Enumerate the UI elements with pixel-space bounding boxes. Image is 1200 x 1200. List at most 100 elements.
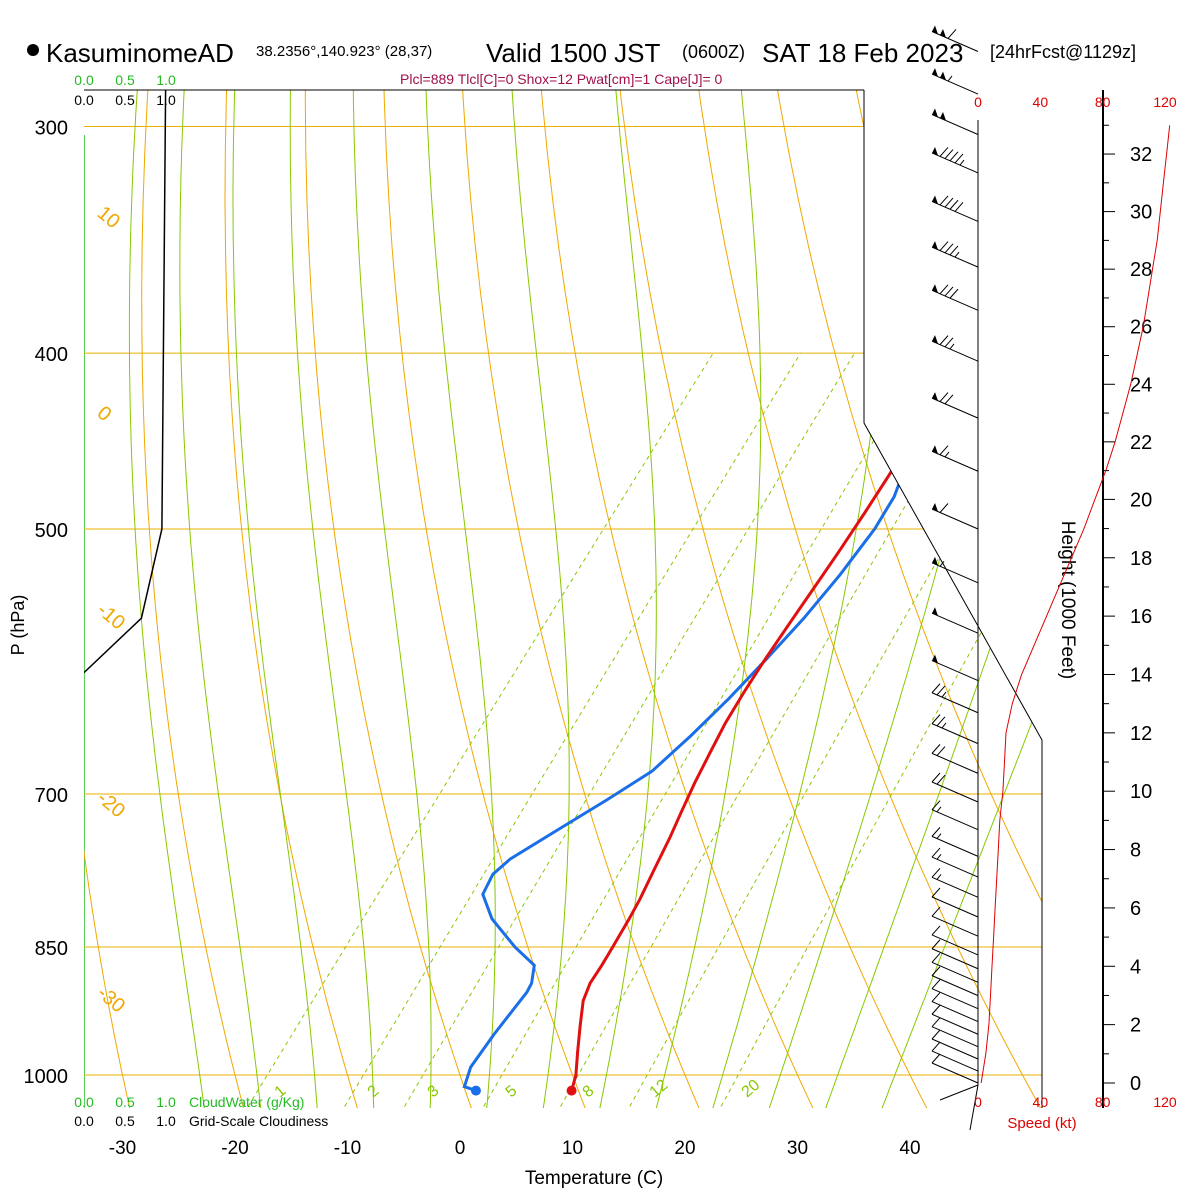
barb-feather <box>931 887 941 898</box>
barb-pennant <box>932 503 938 512</box>
barb-half-feather <box>936 853 942 860</box>
barb-half-feather <box>959 159 965 166</box>
wind-barb <box>931 979 979 1010</box>
wind-barbs <box>931 25 979 1131</box>
barb-feather <box>931 906 941 917</box>
wind-barb <box>931 847 979 878</box>
barb-feather <box>949 151 959 162</box>
cloudiness-scale-top: 1.0 <box>156 92 176 108</box>
barb-feather <box>931 1041 941 1052</box>
dry-adiabat-label: -20 <box>93 787 129 822</box>
barb-feather <box>931 772 941 783</box>
mixing-ratio-label: 8 <box>580 1082 598 1101</box>
dry-adiabat-label: -10 <box>93 599 129 634</box>
temperature-axis: -30 -20 -10 0 10 20 30 40 <box>109 1138 921 1159</box>
dry-adiabat <box>760 90 1042 1108</box>
dry-adiabat <box>684 90 1042 1108</box>
barb-feather <box>949 288 959 299</box>
moist-adiabat <box>506 90 570 1108</box>
barb-feather <box>944 337 954 348</box>
valid-time: Valid 1500 JST <box>486 38 661 68</box>
wind-barb <box>931 827 979 857</box>
barb-feather <box>936 774 946 785</box>
wind-barb <box>931 146 979 174</box>
barb-half-feather <box>936 806 942 813</box>
height-tick-label: 14 <box>1130 664 1152 686</box>
barb-feather <box>954 153 964 164</box>
wind-barb <box>931 108 979 135</box>
barb-surface-tick <box>939 1084 979 1101</box>
barb-staff <box>931 562 979 584</box>
barb-feather <box>931 683 941 694</box>
cloud-water-scale-bottom: 1.0 <box>156 1094 176 1110</box>
moist-adiabat <box>352 90 432 1108</box>
cloudiness-scale-top: 0.5 <box>115 92 135 108</box>
barb-feather <box>944 243 954 254</box>
valid-date: SAT 18 Feb 2023 <box>762 38 963 68</box>
wind-barb <box>931 503 979 530</box>
wind-barb <box>931 556 979 584</box>
barb-half-feather <box>947 75 953 82</box>
barb-pennant <box>940 71 946 81</box>
barb-staff <box>931 114 979 135</box>
barb-staff <box>931 988 979 1010</box>
barb-feather <box>931 800 941 810</box>
barb-feather <box>947 29 957 39</box>
cloud-water-scale-bottom: 0.5 <box>115 1094 135 1110</box>
mixing-ratio-line <box>716 352 1042 1108</box>
wind-barb <box>931 800 979 831</box>
cloudiness-scale-bottom: 0.5 <box>115 1113 135 1129</box>
barb-feather <box>931 992 941 1002</box>
barb-staff <box>931 31 979 52</box>
wind-barb <box>931 654 979 682</box>
moist-adiabat <box>232 90 318 1108</box>
wind-barb <box>931 1017 979 1048</box>
height-tick-label: 20 <box>1130 489 1152 511</box>
barb-feather <box>939 335 949 345</box>
barb-staff <box>931 934 979 956</box>
barb-feather <box>931 952 941 963</box>
wind-barb <box>931 241 979 268</box>
barb-staff <box>931 752 979 774</box>
barb-pennant <box>932 68 938 77</box>
height-tick-label: 26 <box>1130 317 1152 339</box>
plot-border <box>863 90 1043 1108</box>
cloud-water-scale-bottom: 0.0 <box>74 1094 94 1110</box>
wind-barb <box>931 939 979 970</box>
barb-half-feather <box>936 833 942 839</box>
stability-indices: Plcl=889 Tlcl[C]=0 Shox=12 Pwat[cm]=1 Ca… <box>400 71 723 87</box>
barb-half-feather <box>941 722 947 729</box>
barb-staff <box>931 723 979 745</box>
x-axis-label: Temperature (C) <box>525 1168 663 1189</box>
barb-staff <box>931 876 979 898</box>
barb-pennant <box>932 195 938 205</box>
speed-tick-label-bottom: 120 <box>1153 1094 1177 1110</box>
barb-feather <box>931 744 941 754</box>
dry-adiabat <box>912 90 1042 1108</box>
wind-barb <box>931 714 979 745</box>
wind-barb <box>931 952 979 983</box>
barb-staff <box>931 660 979 682</box>
cloud-water-scale-top: 0.5 <box>115 72 135 88</box>
mixing-ratio-label: 2 <box>365 1082 383 1101</box>
speed-tick-label-top: 80 <box>1095 94 1111 110</box>
speed-tick-label-top: 40 <box>1033 94 1049 110</box>
speed-tick-label-top: 120 <box>1153 94 1177 110</box>
barb-staff <box>931 896 979 918</box>
height-tick-label: 10 <box>1130 781 1152 803</box>
dry-adiabat <box>224 90 360 1108</box>
mixing-ratio-line <box>399 352 856 1108</box>
barb-staff <box>931 809 979 831</box>
barb-staff <box>931 1050 979 1072</box>
barb-feather <box>944 394 954 405</box>
wind-barb <box>931 1029 979 1060</box>
temperature-tick-label: -30 <box>109 1138 136 1159</box>
moist-adiabat <box>289 90 375 1108</box>
mixing-ratio-line <box>625 352 1042 1108</box>
speed-tick-label-top: 0 <box>974 94 982 110</box>
cloudiness-scale-top: 0.0 <box>74 92 94 108</box>
profiles <box>84 90 1042 1096</box>
